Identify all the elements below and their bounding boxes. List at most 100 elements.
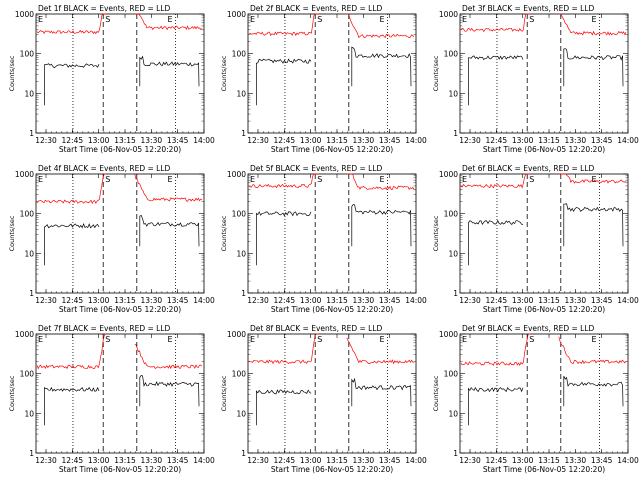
plot-frame xyxy=(247,333,417,454)
marker-label-e: E xyxy=(462,175,467,184)
marker-label-s: S xyxy=(317,15,322,24)
x-tick-label: 12:45 xyxy=(486,456,508,465)
x-tick-label: 13:45 xyxy=(167,136,189,145)
panel-title: Det 4f BLACK = Events, RED = LLD xyxy=(38,164,171,173)
y-tick-label: 100 xyxy=(20,210,35,219)
y-tick-label: 1 xyxy=(453,449,458,458)
x-axis-label: Start Time (06-Nov-05 12:20:20) xyxy=(271,305,393,314)
y-tick-label: 1000 xyxy=(15,10,34,19)
x-tick-label: 13:15 xyxy=(538,456,560,465)
x-tick-label: 13:45 xyxy=(591,456,613,465)
events-series-line xyxy=(256,389,312,426)
x-tick-label: 14:00 xyxy=(617,136,639,145)
x-axis-label: Start Time (06-Nov-05 12:20:20) xyxy=(271,465,393,474)
marker-label-e: E xyxy=(38,175,43,184)
x-tick-label: 14:00 xyxy=(617,296,639,305)
y-axis-label: Counts/sec xyxy=(432,375,440,411)
y-tick-label: 1 xyxy=(453,129,458,138)
x-tick-label: 13:15 xyxy=(326,456,348,465)
y-tick-label: 1 xyxy=(453,289,458,298)
y-tick-label: 10 xyxy=(448,409,458,418)
y-tick-label: 100 xyxy=(20,50,35,59)
y-tick-label: 1 xyxy=(241,289,246,298)
lld-series-line xyxy=(248,173,319,189)
plot-frame xyxy=(35,333,205,454)
lld-series-line xyxy=(36,333,107,370)
y-tick-label: 1000 xyxy=(227,10,246,19)
events-series-line xyxy=(351,204,412,247)
lld-series-line xyxy=(558,13,627,36)
y-tick-label: 1000 xyxy=(227,330,246,339)
marker-label-e: E xyxy=(250,175,255,184)
x-axis-label: Start Time (06-Nov-05 12:20:20) xyxy=(483,465,605,474)
marker-label-e: E xyxy=(462,335,467,344)
events-series-line xyxy=(139,214,200,247)
x-tick-label: 13:45 xyxy=(379,296,401,305)
x-tick-label: 12:30 xyxy=(459,136,481,145)
x-tick-label: 13:30 xyxy=(141,296,163,305)
x-tick-label: 13:00 xyxy=(300,456,322,465)
marker-label-e2: E xyxy=(591,335,596,344)
y-tick-label: 1000 xyxy=(227,170,246,179)
marker-label-s: S xyxy=(105,335,110,344)
y-tick-label: 1 xyxy=(29,449,34,458)
x-tick-label: 14:00 xyxy=(193,136,215,145)
y-tick-label: 100 xyxy=(444,50,459,59)
x-tick-label: 13:15 xyxy=(114,296,136,305)
plot-frame xyxy=(459,13,629,134)
y-tick-label: 10 xyxy=(24,89,34,98)
y-tick-label: 10 xyxy=(24,249,34,258)
lld-series-line xyxy=(248,333,319,365)
events-series-line xyxy=(44,223,100,266)
x-tick-label: 13:30 xyxy=(141,136,163,145)
detector-panel: Det 4f BLACK = Events, RED = LLD 12:30 12:… xyxy=(8,164,215,314)
plot-frame xyxy=(459,173,629,294)
y-tick-label: 10 xyxy=(24,409,34,418)
x-tick-label: 13:15 xyxy=(538,296,560,305)
y-axis-label: Counts/sec xyxy=(432,55,440,91)
y-tick-label: 10 xyxy=(236,249,246,258)
x-tick-label: 13:00 xyxy=(88,456,110,465)
y-axis-label: Counts/sec xyxy=(8,215,16,251)
x-tick-label: 12:45 xyxy=(274,456,296,465)
plot-frame xyxy=(35,173,205,294)
marker-label-s: S xyxy=(317,335,322,344)
plot-frame xyxy=(35,13,205,134)
x-tick-label: 13:00 xyxy=(300,296,322,305)
lld-series-line xyxy=(460,333,531,367)
marker-label-s: S xyxy=(529,15,534,24)
y-tick-label: 1000 xyxy=(439,330,458,339)
y-tick-label: 1000 xyxy=(439,170,458,179)
plot-frame xyxy=(459,333,629,454)
detector-panel: Det 3f BLACK = Events, RED = LLD 12:30 12:… xyxy=(432,4,639,154)
x-axis-label: Start Time (06-Nov-05 12:20:20) xyxy=(59,145,181,154)
y-tick-label: 100 xyxy=(444,370,459,379)
y-axis-label: Counts/sec xyxy=(220,55,228,91)
detector-panel: Det 2f BLACK = Events, RED = LLD 12:30 12:… xyxy=(220,4,427,154)
detector-panel: Det 5f BLACK = Events, RED = LLD 12:30 12:… xyxy=(220,164,427,314)
y-axis-label: Counts/sec xyxy=(8,55,16,91)
x-tick-label: 13:30 xyxy=(565,456,587,465)
y-tick-label: 1 xyxy=(29,289,34,298)
y-tick-label: 10 xyxy=(448,89,458,98)
detector-panel: Det 6f BLACK = Events, RED = LLD 12:30 12:… xyxy=(432,164,639,314)
x-tick-label: 14:00 xyxy=(193,456,215,465)
x-tick-label: 13:15 xyxy=(326,136,348,145)
marker-label-e: E xyxy=(38,335,43,344)
x-tick-label: 13:00 xyxy=(512,296,534,305)
x-tick-label: 13:00 xyxy=(88,136,110,145)
lld-series-line xyxy=(134,344,203,370)
marker-label-e2: E xyxy=(167,335,172,344)
y-tick-label: 1 xyxy=(241,129,246,138)
y-tick-label: 1000 xyxy=(439,10,458,19)
x-tick-label: 12:30 xyxy=(247,296,269,305)
y-tick-label: 1 xyxy=(29,129,34,138)
lld-series-line xyxy=(36,173,107,205)
marker-label-s: S xyxy=(105,15,110,24)
marker-label-e2: E xyxy=(167,175,172,184)
panel-title: Det 3f BLACK = Events, RED = LLD xyxy=(462,4,595,13)
x-tick-label: 13:30 xyxy=(565,296,587,305)
events-series-line xyxy=(468,386,524,426)
detector-panel: Det 7f BLACK = Events, RED = LLD 12:30 12:… xyxy=(8,324,215,474)
